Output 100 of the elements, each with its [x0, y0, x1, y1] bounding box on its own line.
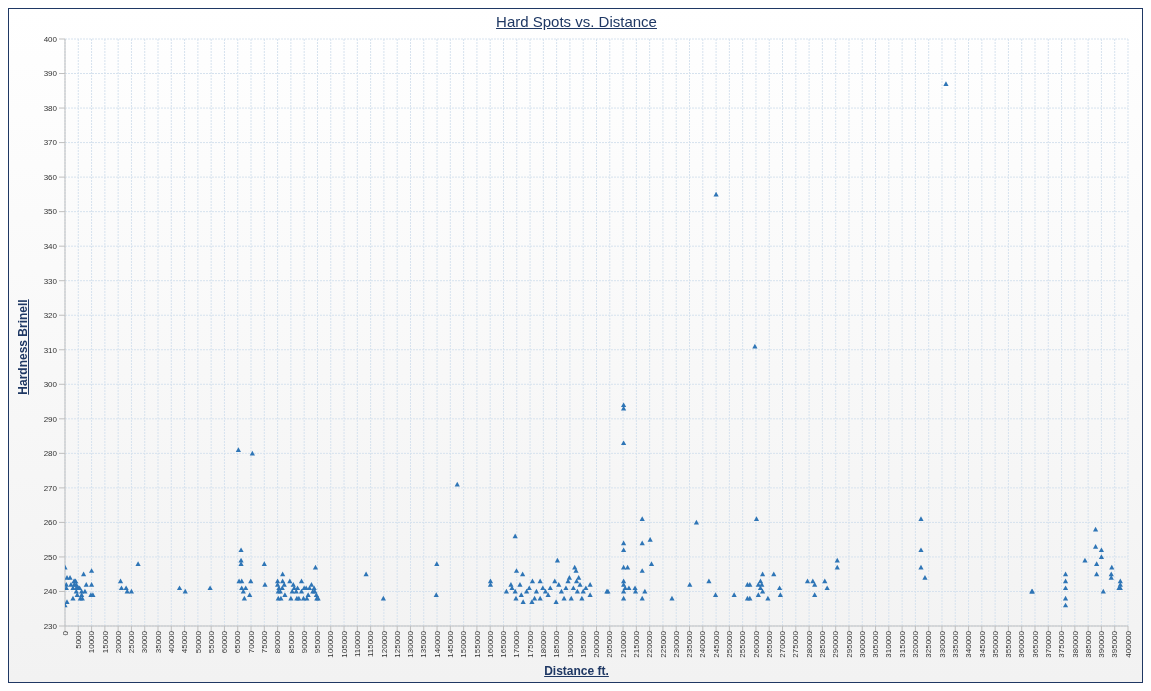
x-tick-label: 225000 [658, 630, 668, 658]
x-tick-label: 365000 [1030, 630, 1040, 658]
x-tick-label: 305000 [871, 630, 881, 658]
x-tick-label: 260000 [751, 630, 761, 658]
y-tick-label: 250 [43, 552, 58, 562]
x-tick-label: 30000 [140, 630, 150, 654]
x-tick-label: 280000 [804, 630, 814, 658]
x-tick-label: 390000 [1097, 630, 1107, 658]
x-tick-label: 210000 [618, 630, 628, 658]
x-tick-label: 360000 [1017, 630, 1027, 658]
x-tick-label: 70000 [246, 630, 256, 654]
y-tick-label: 310 [43, 345, 58, 355]
x-tick-label: 75000 [259, 630, 269, 654]
x-tick-label: 180000 [539, 630, 549, 658]
x-tick-label: 55000 [206, 630, 216, 654]
x-tick-label: 120000 [379, 630, 389, 658]
x-tick-label: 140000 [432, 630, 442, 658]
x-tick-label: 115000 [366, 630, 376, 658]
x-tick-label: 60000 [220, 630, 230, 654]
x-tick-label: 395000 [1110, 630, 1120, 658]
y-tick-label: 400 [43, 34, 58, 44]
x-tick-label: 110000 [353, 630, 363, 658]
x-tick-label: 185000 [552, 630, 562, 658]
x-tick-label: 320000 [911, 630, 921, 658]
x-tick-label: 170000 [512, 630, 522, 658]
x-tick-label: 80000 [273, 630, 283, 654]
x-tick-label: 150000 [459, 630, 469, 658]
x-tick-label: 90000 [299, 630, 309, 654]
y-axis-title: Hardness Brinell [16, 298, 30, 395]
x-tick-label: 315000 [897, 630, 907, 658]
x-tick-label: 40000 [166, 630, 176, 654]
x-tick-label: 245000 [711, 630, 721, 658]
x-tick-label: 195000 [578, 630, 588, 658]
y-tick-label: 390 [43, 69, 58, 79]
x-tick-label: 105000 [339, 630, 349, 658]
x-tick-label: 300000 [857, 630, 867, 658]
x-tick-label: 400000 [1123, 630, 1133, 658]
y-tick-label: 230 [43, 621, 58, 631]
x-tick-label: 155000 [472, 630, 482, 658]
x-tick-label: 135000 [419, 630, 429, 658]
x-tick-label: 255000 [738, 630, 748, 658]
x-tick-label: 385000 [1083, 630, 1093, 658]
y-tick-label: 270 [43, 483, 58, 493]
y-tick-label: 360 [43, 172, 58, 182]
x-tick-label: 200000 [592, 630, 602, 658]
x-tick-label: 355000 [1004, 630, 1014, 658]
x-tick-label: 270000 [778, 630, 788, 658]
y-tick-label: 280 [43, 449, 58, 459]
x-axis-title: Distance ft. [543, 664, 610, 678]
x-tick-label: 330000 [937, 630, 947, 658]
x-tick-label: 215000 [632, 630, 642, 658]
y-tick-label: 260 [43, 518, 58, 528]
x-tick-label: 10000 [87, 630, 97, 654]
x-tick-label: 235000 [685, 630, 695, 658]
x-tick-label: 240000 [698, 630, 708, 658]
x-tick-label: 220000 [645, 630, 655, 658]
y-tick-label: 300 [43, 380, 58, 390]
y-tick-label: 320 [43, 311, 58, 321]
y-tick-label: 240 [43, 587, 58, 597]
x-tick-label: 325000 [924, 630, 934, 658]
x-tick-label: 100000 [326, 630, 336, 658]
x-tick-label: 165000 [499, 630, 509, 658]
x-tick-label: 285000 [818, 630, 828, 658]
x-tick-label: 45000 [180, 630, 190, 654]
x-tick-label: 340000 [964, 630, 974, 658]
x-tick-label: 160000 [485, 630, 495, 658]
x-tick-label: 250000 [725, 630, 735, 658]
y-tick-label: 340 [43, 242, 58, 252]
x-tick-label: 370000 [1043, 630, 1053, 658]
x-tick-label: 5000 [73, 630, 83, 649]
x-tick-label: 275000 [791, 630, 801, 658]
x-tick-label: 350000 [990, 630, 1000, 658]
y-tick-label: 380 [43, 103, 58, 113]
x-tick-label: 380000 [1070, 630, 1080, 658]
x-tick-label: 265000 [764, 630, 774, 658]
x-tick-label: 175000 [525, 630, 535, 658]
x-tick-label: 290000 [831, 630, 841, 658]
x-tick-label: 335000 [950, 630, 960, 658]
x-tick-label: 85000 [286, 630, 296, 654]
x-tick-label: 310000 [884, 630, 894, 658]
x-tick-label: 130000 [406, 630, 416, 658]
x-tick-label: 65000 [233, 630, 243, 654]
y-tick-label: 330 [43, 276, 58, 286]
x-tick-label: 15000 [100, 630, 110, 654]
x-tick-label: 35000 [153, 630, 163, 654]
x-tick-label: 230000 [671, 630, 681, 658]
chart-title: Hard Spots vs. Distance [495, 13, 658, 30]
y-tick-label: 290 [43, 414, 58, 424]
x-tick-label: 50000 [193, 630, 203, 654]
x-tick-label: 145000 [446, 630, 456, 658]
x-tick-label: 25000 [127, 630, 137, 654]
x-tick-label: 125000 [392, 630, 402, 658]
x-tick-label: 345000 [977, 630, 987, 658]
x-tick-label: 190000 [565, 630, 575, 658]
x-tick-label: 205000 [605, 630, 615, 658]
y-tick-label: 370 [43, 138, 58, 148]
x-tick-label: 95000 [313, 630, 323, 654]
x-tick-label: 375000 [1057, 630, 1067, 658]
y-tick-label: 350 [43, 207, 58, 217]
x-tick-label: 20000 [113, 630, 123, 654]
